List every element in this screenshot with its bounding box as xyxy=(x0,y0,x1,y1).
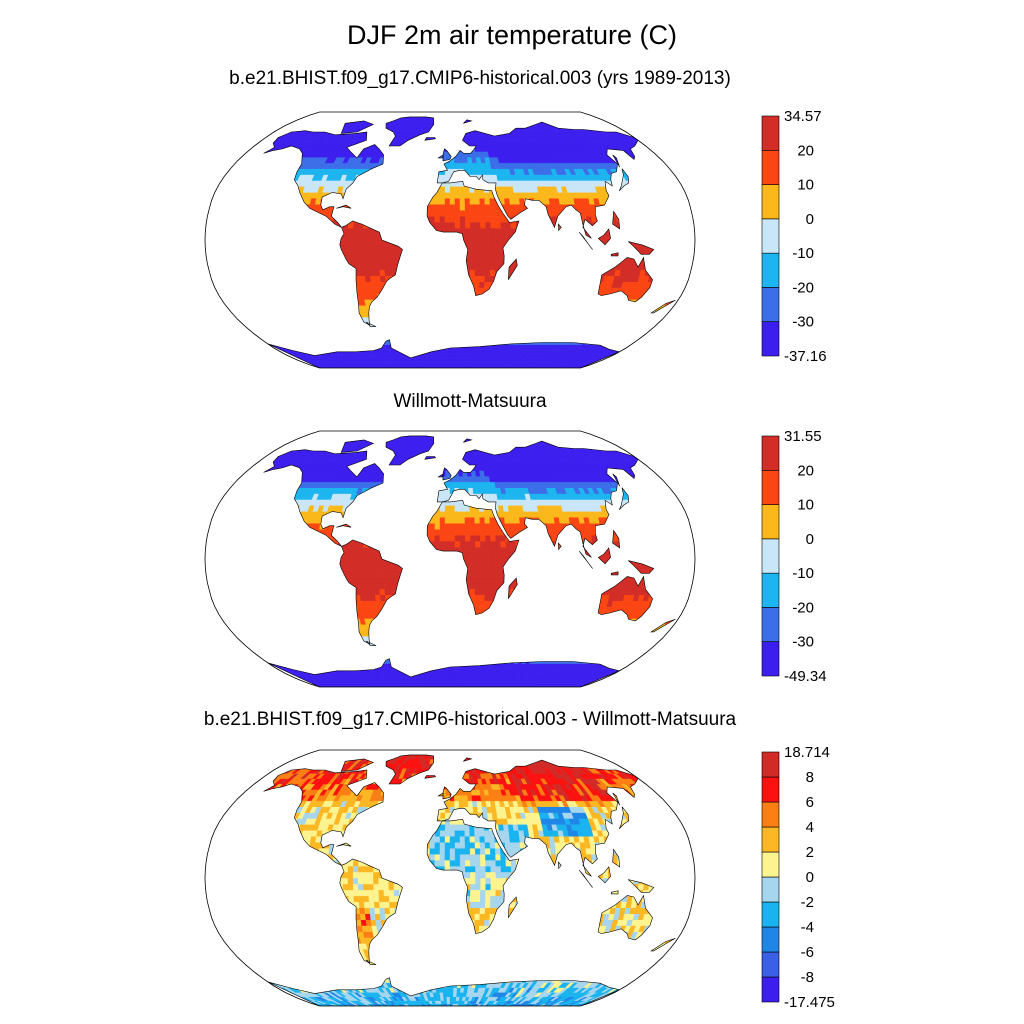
colorbar-swatch xyxy=(761,538,780,574)
colorbar-label: -37.16 xyxy=(784,348,827,365)
colorbar-label: 8 xyxy=(806,769,814,786)
colorbar-label: -10 xyxy=(792,565,814,582)
colorbar-swatch xyxy=(761,901,780,928)
colorbar-swatch xyxy=(761,469,780,505)
colorbar-label: -30 xyxy=(792,314,814,331)
colorbar-label: 0 xyxy=(806,869,814,886)
panel-1-title: b.e21.BHIST.f09_g17.CMIP6-historical.003… xyxy=(229,68,731,89)
colorbar-label: -49.34 xyxy=(784,668,827,685)
figure-title: DJF 2m air temperature (C) xyxy=(346,20,678,50)
colorbar-swatch xyxy=(761,184,780,220)
colorbar-swatch xyxy=(761,776,780,803)
colorbar-label: 31.55 xyxy=(784,428,822,445)
colorbar-swatch xyxy=(761,876,780,903)
map-panel-1 xyxy=(204,111,696,369)
colorbar-swatch xyxy=(761,826,780,853)
colorbar-label: 4 xyxy=(806,819,814,836)
colorbar-swatch xyxy=(761,218,780,254)
colorbar-swatch xyxy=(761,607,780,643)
colorbar-2: 31.55 20 10 0 -10 -20 -30 -49.34 xyxy=(761,428,827,685)
map-panel-3 xyxy=(204,749,696,1007)
colorbar-3: 18.714 8 6 4 2 0 -2 -4 -6 -8 -17.475 xyxy=(761,744,835,1011)
colorbar-label: 10 xyxy=(797,497,814,514)
colorbar-swatch xyxy=(761,641,780,677)
colorbar-label: 20 xyxy=(797,462,814,479)
colorbar-label: -20 xyxy=(792,599,814,616)
colorbar-label: 0 xyxy=(806,211,814,228)
colorbar-swatch xyxy=(761,572,780,608)
coastlines xyxy=(263,435,676,687)
colorbar-label: 0 xyxy=(806,531,814,548)
colorbar-label: -17.475 xyxy=(784,994,835,1011)
colorbar-swatch xyxy=(761,252,780,288)
colorbar-label: -30 xyxy=(792,634,814,651)
colorbar-swatch xyxy=(761,504,780,540)
colorbar-swatch xyxy=(761,976,780,1003)
colorbar-label: -10 xyxy=(792,245,814,262)
colorbar-label: -8 xyxy=(801,969,814,986)
colorbar-swatch xyxy=(761,321,780,357)
colorbar-swatch xyxy=(761,115,780,151)
colorbar-label: -2 xyxy=(801,894,814,911)
colorbar-label: 10 xyxy=(797,177,814,194)
colorbar-swatch xyxy=(761,801,780,828)
map-panel-2 xyxy=(204,430,696,688)
colorbar-label: 18.714 xyxy=(784,744,830,761)
colorbar-swatch xyxy=(761,751,780,778)
panel-3-title: b.e21.BHIST.f09_g17.CMIP6-historical.003… xyxy=(203,709,737,730)
coastlines xyxy=(263,754,676,1006)
map-border xyxy=(204,749,696,1007)
colorbar-swatch xyxy=(761,926,780,953)
colorbar-label: 6 xyxy=(806,794,814,811)
colorbar-swatch xyxy=(761,287,780,323)
coastlines xyxy=(263,116,676,368)
colorbar-label: 20 xyxy=(797,142,814,159)
colorbar-label: -20 xyxy=(792,279,814,296)
colorbar-swatch xyxy=(761,149,780,185)
map-border xyxy=(204,430,696,688)
colorbar-label: 34.57 xyxy=(784,108,822,125)
colorbar-label: -6 xyxy=(801,944,814,961)
colorbar-1: 34.57 20 10 0 -10 -20 -30 -37.16 xyxy=(761,108,827,365)
colorbar-label: -4 xyxy=(801,919,814,936)
colorbar-swatch xyxy=(761,435,780,471)
colorbar-label: 2 xyxy=(806,844,814,861)
panel-2-title: Willmott-Matsuura xyxy=(393,391,547,412)
colorbar-swatch xyxy=(761,951,780,978)
map-border xyxy=(204,111,696,369)
colorbar-swatch xyxy=(761,851,780,878)
